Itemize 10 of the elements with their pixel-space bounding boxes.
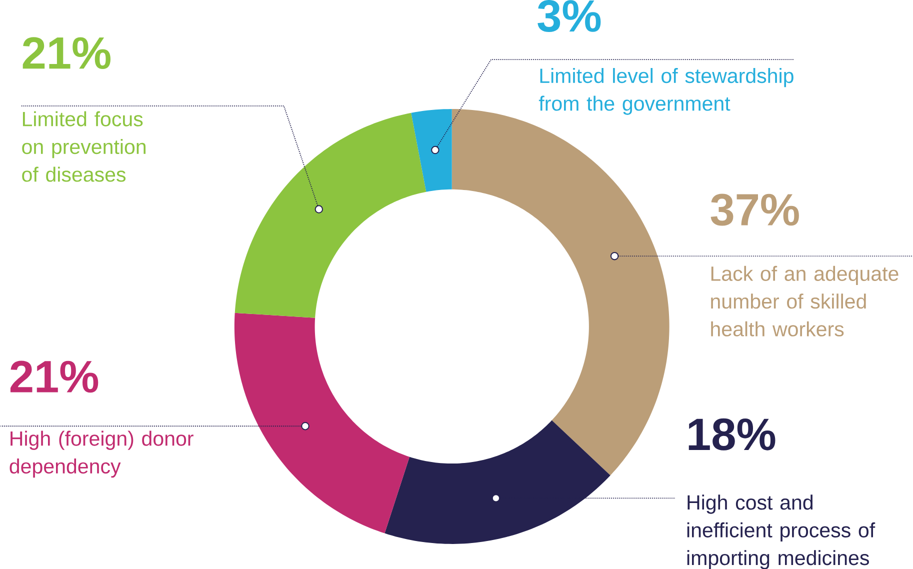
data-label: 37% [710, 194, 799, 226]
slice-label: High cost and inefficient process of importing medicines [687, 494, 876, 569]
data-label: 21% [22, 36, 110, 69]
slice-label: Lack of an adequate number of skilled health workers [711, 266, 898, 336]
slice-label: Limited level of stewardship from the government [538, 68, 794, 115]
data-label: 21% [10, 360, 98, 392]
data-label: 18% [688, 418, 776, 450]
slice-label: High (foreign) donor dependency [10, 430, 194, 478]
slice-label: Limited focus on prevention of diseases [22, 111, 146, 182]
data-label: 3% [538, 0, 601, 32]
